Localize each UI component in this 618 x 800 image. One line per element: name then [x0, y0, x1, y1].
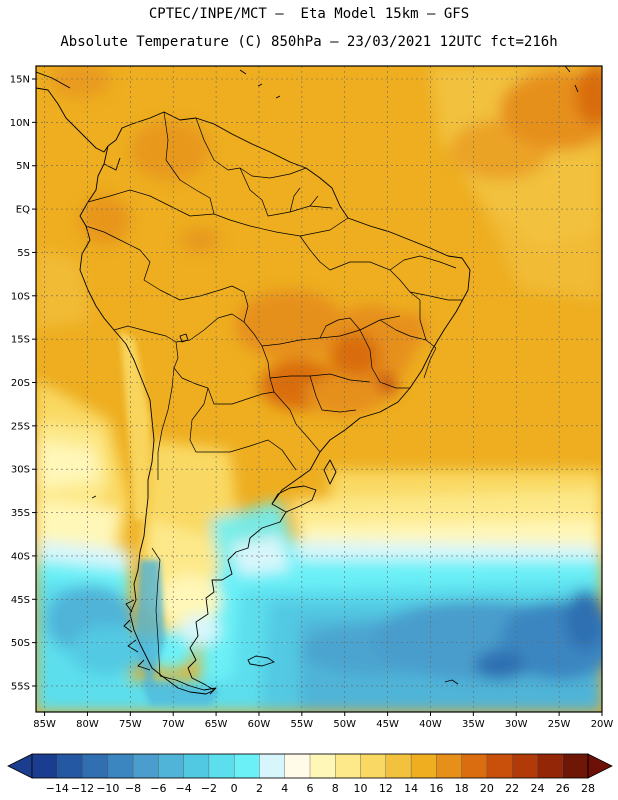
lon-tick-label: 30W: [505, 719, 528, 730]
lat-tick-label: 15N: [10, 75, 30, 86]
colorbar-label: 6: [307, 782, 314, 795]
colorbar-label: −14: [46, 782, 69, 795]
colorbar-label: 0: [231, 782, 238, 795]
lat-tick-label: 55S: [11, 681, 30, 692]
colorbar-swatch: [486, 753, 513, 779]
colorbar-label: −12: [71, 782, 94, 795]
colorbar-label: 20: [480, 782, 494, 795]
colorbar-swatch: [385, 753, 412, 779]
colorbar-label: 28: [581, 782, 595, 795]
colorbar-swatch: [360, 753, 387, 779]
lat-tick-label: 30S: [11, 465, 30, 476]
colorbar-label: −6: [150, 782, 166, 795]
lat-tick-label: 20S: [11, 378, 30, 389]
lon-tick-label: 20W: [591, 719, 614, 730]
lon-tick-label: 55W: [291, 719, 314, 730]
colorbar-label: 26: [556, 782, 570, 795]
colorbar-label: 10: [354, 782, 368, 795]
title-line-2: Absolute Temperature (C) 850hPa – 23/03/…: [60, 34, 558, 50]
colorbar-swatch: [208, 753, 235, 779]
colorbar-label: −4: [176, 782, 192, 795]
colorbar-swatch: [537, 753, 564, 779]
colorbar-swatch: [309, 753, 336, 779]
lon-tick-label: 85W: [33, 719, 56, 730]
lon-tick-label: 60W: [248, 719, 271, 730]
colorbar-label: −10: [96, 782, 119, 795]
title-line-1: CPTEC/INPE/MCT – Eta Model 15km – GFS: [148, 6, 470, 22]
colorbar-swatch: [57, 753, 84, 779]
colorbar-swatch: [132, 753, 159, 779]
axis-ticks: 15N 10N 5N EQ 5S 10S 15S 20S 25S 30S 35S 40S 45S 50S 5…: [10, 75, 614, 730]
lat-tick-label: 15S: [11, 335, 30, 346]
colorbar-label: 16: [429, 782, 443, 795]
colorbar-label: 4: [281, 782, 288, 795]
colorbar-swatch: [284, 753, 311, 779]
colorbar-label: −2: [201, 782, 217, 795]
map-frame: [35, 65, 603, 713]
colorbar-label: 22: [505, 782, 519, 795]
colorbar-swatch: [410, 753, 437, 779]
lat-tick-label: 40S: [11, 551, 30, 562]
colorbar-label: 12: [379, 782, 393, 795]
lat-tick-label: 35S: [11, 508, 30, 519]
colorbar-swatch: [436, 753, 463, 779]
lat-tick-label: 50S: [11, 638, 30, 649]
colorbar-swatch: [82, 753, 109, 779]
colorbar-swatch: [183, 753, 210, 779]
colorbar-swatch: [107, 753, 134, 779]
colorbar-label: 8: [332, 782, 339, 795]
gridlines: [36, 66, 602, 712]
colorbar: −14 −12 −10 −8 −6 −4 −2 0 2 4 6 8 10 12 14 16 18 20 22 24 26…: [7, 753, 613, 795]
lat-tick-label: 10S: [11, 291, 30, 302]
lon-tick-label: 25W: [548, 719, 571, 730]
colorbar-swatch: [158, 753, 185, 779]
temperature-field: [36, 66, 602, 712]
colorbar-label: 18: [455, 782, 469, 795]
colorbar-swatch: [233, 753, 260, 779]
colorbar-high-arrow: [587, 753, 613, 779]
colorbar-label: 24: [530, 782, 544, 795]
lat-tick-label: 5S: [17, 248, 30, 259]
colorbar-swatch: [259, 753, 286, 779]
lon-tick-label: 75W: [119, 719, 142, 730]
colorbar-swatch: [562, 753, 589, 779]
coastlines: [36, 66, 579, 695]
lon-tick-label: 40W: [419, 719, 442, 730]
colorbar-swatch: [31, 753, 58, 779]
lon-tick-label: 35W: [462, 719, 485, 730]
colorbar-swatch: [511, 753, 538, 779]
lon-tick-label: 45W: [376, 719, 399, 730]
lon-tick-label: 65W: [205, 719, 228, 730]
lon-tick-label: 70W: [162, 719, 185, 730]
lat-tick-label: 10N: [10, 118, 30, 129]
colorbar-label: −8: [125, 782, 141, 795]
colorbar-label: 14: [404, 782, 418, 795]
lon-tick-label: 80W: [76, 719, 99, 730]
lat-tick-label: 5N: [16, 161, 30, 172]
lat-tick-label: 45S: [11, 595, 30, 606]
colorbar-low-arrow: [7, 753, 33, 779]
lat-tick-label: 25S: [11, 421, 30, 432]
lon-tick-label: 50W: [333, 719, 356, 730]
colorbar-label: 2: [256, 782, 263, 795]
colorbar-swatch: [335, 753, 362, 779]
lat-tick-label: EQ: [16, 205, 30, 216]
colorbar-swatch: [461, 753, 488, 779]
